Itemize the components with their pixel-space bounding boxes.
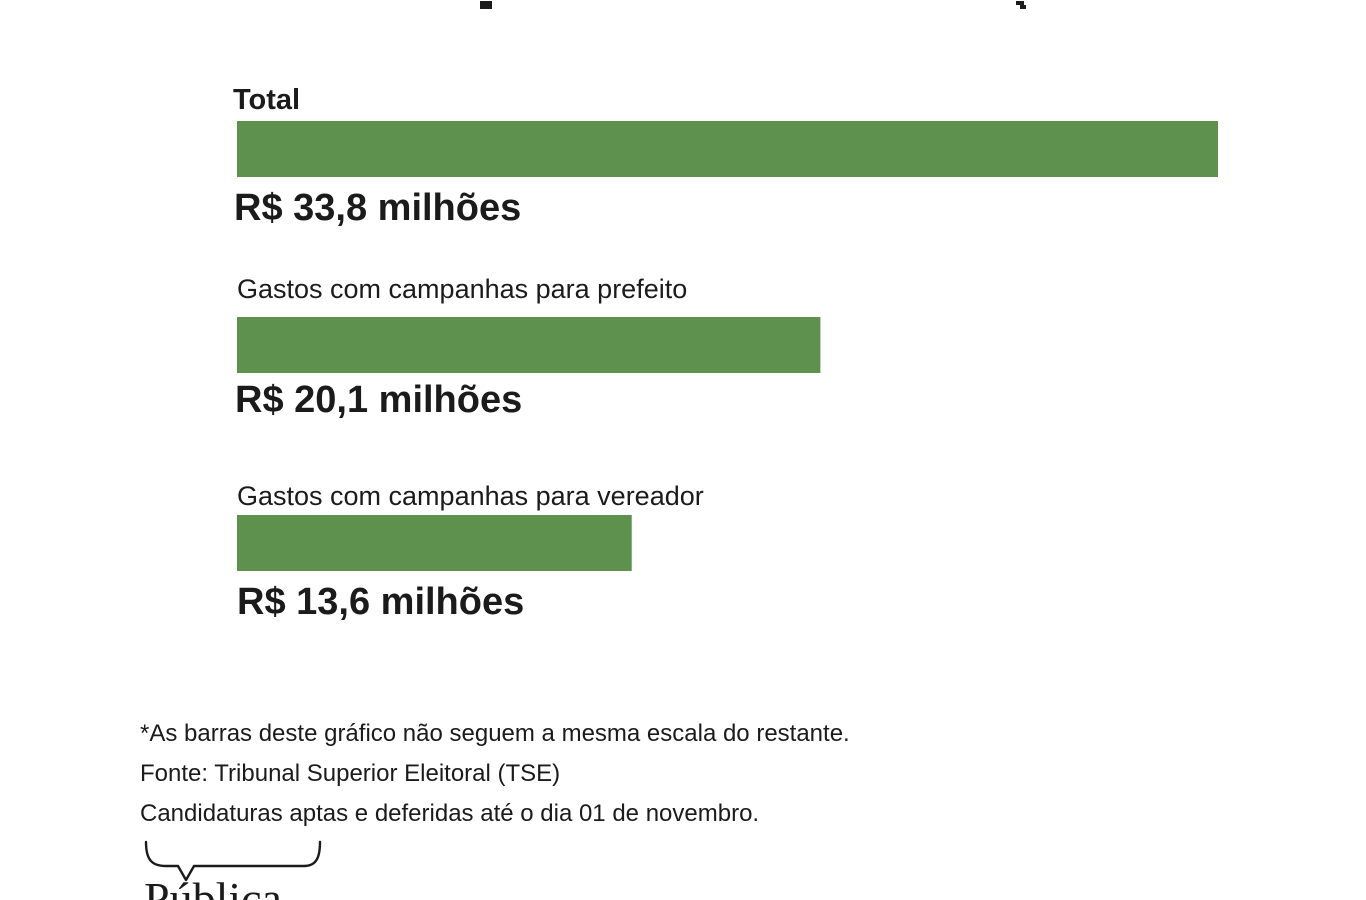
note-source: Fonte: Tribunal Superior Eleitoral (TSE) xyxy=(140,760,561,787)
brand-logo-text: Pública xyxy=(144,873,282,900)
bar xyxy=(237,121,1218,177)
bar xyxy=(237,317,821,373)
chart-notes: *As barras deste gráfico não seguem a me… xyxy=(140,714,850,834)
category-label: Gastos com campanhas para prefeito xyxy=(237,274,687,304)
category-label: Total xyxy=(233,84,300,116)
bar xyxy=(237,515,632,571)
value-label: R$ 33,8 milhões xyxy=(234,187,521,229)
note-scale-disclaimer: *As barras deste gráfico não seguem a me… xyxy=(140,720,850,747)
note-candidacies: Candidaturas aptas e deferidas até o dia… xyxy=(140,800,760,827)
brand-logo: Pública xyxy=(140,838,330,900)
brace-logo-icon xyxy=(144,840,322,882)
category-label: Gastos com campanhas para vereador xyxy=(237,481,704,511)
cut-title-fragment xyxy=(0,0,1366,12)
title-glyph-fragments xyxy=(480,1,1026,9)
value-label: R$ 20,1 milhões xyxy=(235,379,522,421)
value-label: R$ 13,6 milhões xyxy=(237,581,524,623)
